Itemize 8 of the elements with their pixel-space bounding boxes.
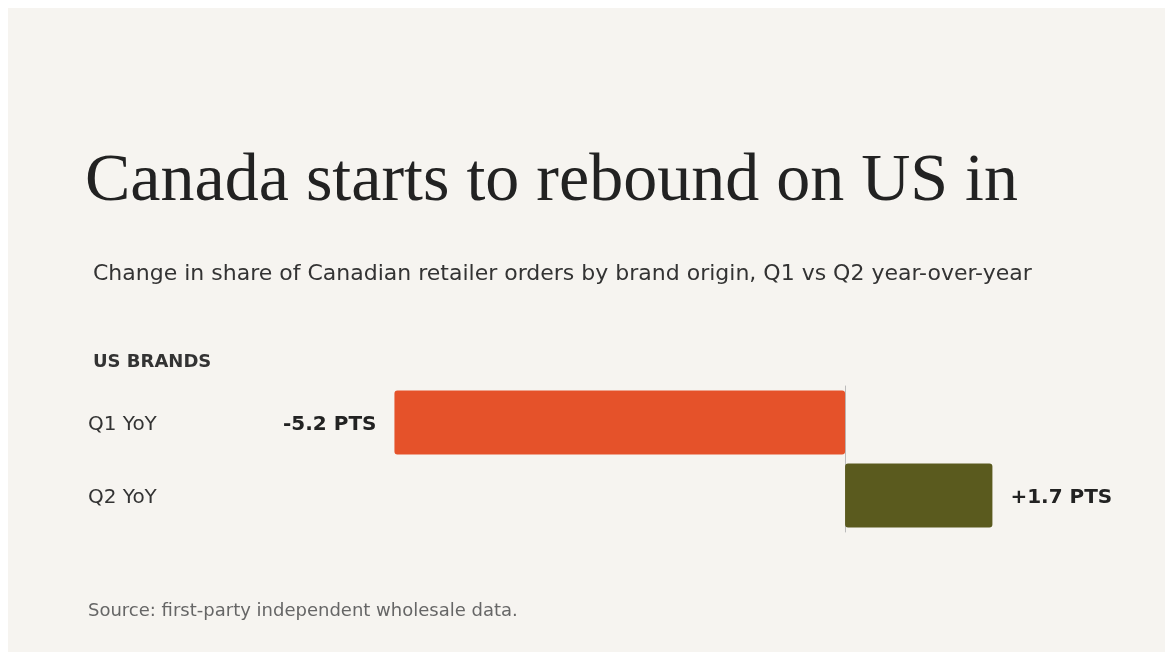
- data-label: +1.7 PTS: [1010, 483, 1113, 508]
- chart-subtitle: Change in share of Canadian retailer orders by brand origin, Q1 vs Q2 year-over-year: [93, 259, 1033, 285]
- y-tick-label: Q2 YoY: [88, 483, 158, 508]
- chart-title: Canada starts to rebound on US in: [85, 139, 1018, 215]
- y-axis-title: US BRANDS: [93, 349, 212, 371]
- y-tick-label: Q1 YoY: [88, 410, 158, 435]
- data-label: -5.2 PTS: [283, 410, 377, 435]
- source-note: Source: first-party independent wholesale data.: [88, 598, 518, 620]
